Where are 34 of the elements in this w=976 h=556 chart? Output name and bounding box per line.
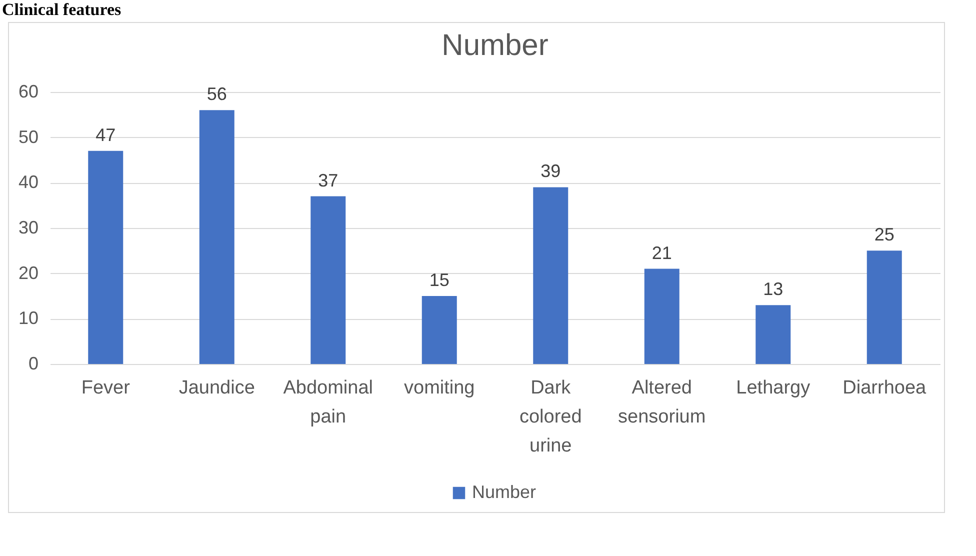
legend-label: Number bbox=[472, 482, 536, 502]
y-tick-label: 40 bbox=[18, 172, 38, 192]
y-tick-label: 10 bbox=[18, 308, 38, 328]
data-label: 15 bbox=[429, 270, 450, 290]
bar bbox=[88, 150, 124, 364]
bar bbox=[310, 196, 346, 364]
data-label: 21 bbox=[652, 242, 672, 263]
x-tick-label: Altered sensorium bbox=[618, 378, 706, 428]
y-tick-label: 30 bbox=[18, 218, 38, 238]
x-tick-label: Lethargy bbox=[736, 378, 811, 398]
y-tick-label: 60 bbox=[18, 82, 38, 102]
y-tick-label: 0 bbox=[28, 354, 38, 374]
x-tick-label: Fever bbox=[81, 378, 131, 398]
text: Clinical features bbox=[2, 0, 122, 20]
data-label: 25 bbox=[874, 224, 894, 245]
bar bbox=[533, 187, 568, 364]
bar bbox=[866, 250, 902, 364]
data-label: 39 bbox=[540, 161, 561, 182]
data-label: 56 bbox=[206, 84, 227, 104]
bar bbox=[756, 305, 791, 364]
x-tick-label: Abdominal pain bbox=[283, 378, 374, 428]
x-tick-label: Jaundice bbox=[178, 378, 255, 398]
x-tick-label: Dark colored urine bbox=[519, 378, 582, 456]
chart-title: Number bbox=[442, 29, 548, 62]
bar bbox=[644, 268, 680, 364]
bar bbox=[199, 110, 234, 364]
y-tick-label: 20 bbox=[18, 262, 38, 283]
data-label: 13 bbox=[763, 279, 784, 300]
data-label: 37 bbox=[318, 170, 338, 190]
bar bbox=[422, 296, 457, 364]
data-label: 47 bbox=[96, 124, 116, 145]
x-tick-label: vomiting bbox=[404, 378, 475, 398]
x-tick-label: Diarrhoea bbox=[842, 378, 927, 398]
y-tick-label: 50 bbox=[18, 126, 38, 147]
